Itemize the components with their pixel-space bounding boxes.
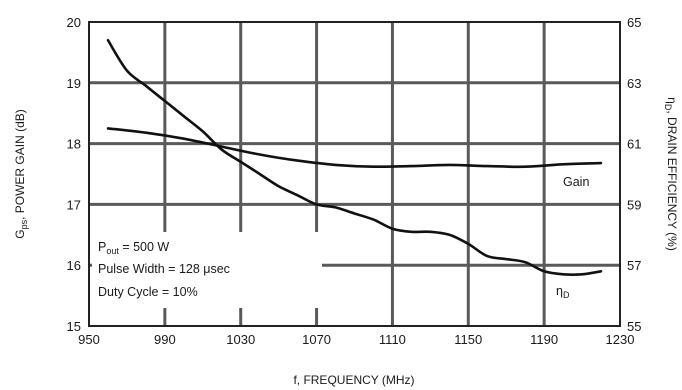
y-right-axis-label: ηD, DRAIN EFFICIENCY (%) <box>663 97 679 251</box>
y-left-tick-labels: 15 16 17 18 19 20 <box>67 15 81 334</box>
y-left-tick-label: 17 <box>67 197 81 212</box>
y-right-tick-label: 61 <box>627 137 641 152</box>
x-tick-label: 990 <box>154 332 176 347</box>
y-left-tick-label: 16 <box>67 258 81 273</box>
y-right-tick-label: 55 <box>627 319 641 334</box>
x-axis-label: f, FREQUENCY (MHz) <box>293 373 414 387</box>
y-right-tick-label: 65 <box>627 15 641 30</box>
y-left-axis-label: Gps, POWER GAIN (dB) <box>13 109 29 239</box>
x-tick-label: 1190 <box>530 332 558 347</box>
x-tick-label: 1030 <box>226 332 255 347</box>
y-right-tick-label: 63 <box>627 76 641 91</box>
series-line-gain <box>106 127 603 169</box>
annotation-background <box>92 232 322 308</box>
series-group <box>106 38 603 276</box>
y-left-tick-label: 19 <box>67 76 81 91</box>
annotation-pout: Pout = 500 W <box>98 240 169 256</box>
y-left-tick-label: 20 <box>67 15 81 30</box>
x-tick-labels: 950 990 1030 1070 1110 1150 1190 1230 <box>78 332 634 347</box>
annotation-duty-cycle: Duty Cycle = 10% <box>98 285 198 299</box>
y-left-tick-label: 18 <box>67 137 81 152</box>
annotation-pulse-width: Pulse Width = 128 μsec <box>98 262 230 276</box>
series-label-gain: Gain <box>563 175 589 189</box>
x-tick-label: 1150 <box>454 332 482 347</box>
series-label-drain-efficiency: ηD <box>556 284 570 300</box>
series-line-drain-efficiency <box>106 38 603 276</box>
y-left-tick-label: 15 <box>67 319 81 334</box>
plot-frame <box>88 21 621 327</box>
y-right-tick-labels: 55 57 59 61 63 65 <box>627 15 641 334</box>
x-tick-label: 950 <box>78 332 100 347</box>
x-tick-label: 1110 <box>379 332 406 347</box>
x-tick-label: 1070 <box>302 332 331 347</box>
series-label-eta-background <box>552 282 576 300</box>
y-right-tick-label: 59 <box>627 197 641 212</box>
y-right-tick-label: 57 <box>627 258 641 273</box>
x-tick-label: 1230 <box>606 332 635 347</box>
